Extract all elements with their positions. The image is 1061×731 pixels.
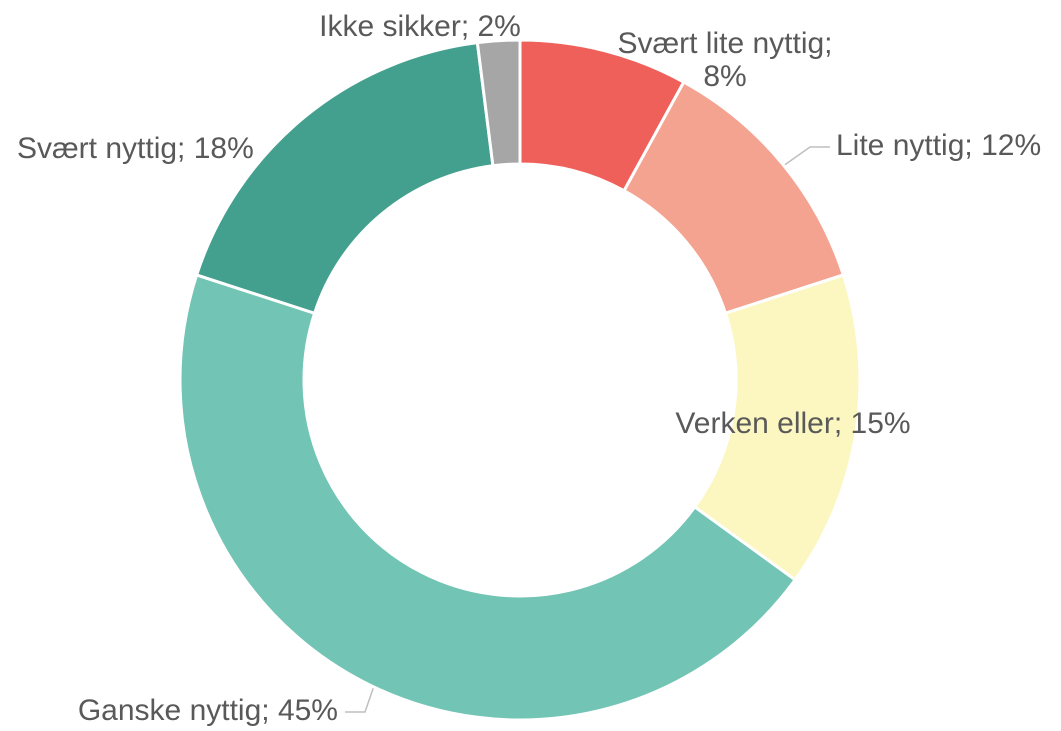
donut-slice (194, 41, 495, 316)
donut-slice (475, 38, 522, 168)
data-label: Ikke sikker; 2% (319, 10, 521, 43)
data-label: Ganske nyttig; 45% (78, 694, 338, 727)
data-label: Svært lite nyttig; 8% (617, 27, 832, 93)
donut-slice (178, 273, 798, 722)
data-label: Svært nyttig; 18% (17, 132, 254, 165)
data-label: Lite nyttig; 12% (836, 129, 1041, 162)
data-label: Verken eller; 15% (675, 407, 910, 440)
